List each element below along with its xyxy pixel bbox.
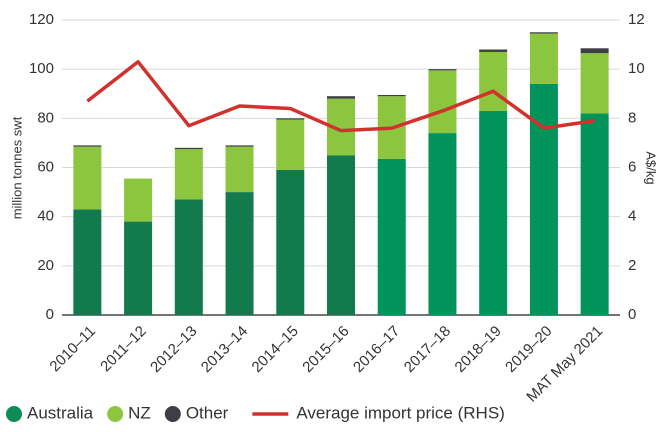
bar-segment <box>73 146 102 210</box>
x-tick-label: 2018–19 <box>451 323 504 376</box>
legend-label: Average import price (RHS) <box>296 403 504 422</box>
bar-segment <box>174 147 203 150</box>
bar-segment <box>225 145 254 147</box>
x-tick-label: 2013–14 <box>198 323 251 376</box>
bar-segment <box>377 94 406 97</box>
bar-segment <box>580 48 609 54</box>
y2-tick-label: 2 <box>628 257 636 274</box>
bar-segment <box>529 83 558 316</box>
y2-tick-label: 10 <box>628 60 645 77</box>
bar-segment <box>529 33 558 84</box>
y-axis-label: million tonnes swt <box>9 116 24 219</box>
bar-segment <box>73 209 102 315</box>
y2-tick-label: 12 <box>628 11 645 28</box>
x-tick-label: 2014–15 <box>249 323 302 376</box>
y-tick-label: 80 <box>37 109 54 126</box>
bar-segment <box>225 146 254 193</box>
x-tick-label: 2015–16 <box>299 323 352 376</box>
bar-segment <box>124 221 153 315</box>
legend-label: Australia <box>27 403 94 422</box>
y-tick-label: 120 <box>29 11 54 28</box>
bar-segment <box>327 155 355 315</box>
y-tick-label: 100 <box>29 60 54 77</box>
x-tick-label: 2011–12 <box>97 323 150 376</box>
bar-segment <box>428 69 457 71</box>
legend-label: NZ <box>128 403 151 422</box>
bar-segment <box>377 158 406 315</box>
y-tick-label: 20 <box>37 257 54 274</box>
price-line <box>86 60 595 133</box>
bar-segment <box>479 110 508 315</box>
y-tick-label: 0 <box>46 306 54 323</box>
bar-segment <box>529 32 558 34</box>
bar-segment <box>580 53 609 114</box>
y2-tick-label: 0 <box>628 306 636 323</box>
bar-segment <box>327 96 355 99</box>
bar-segment <box>479 51 508 111</box>
bar-segment <box>225 192 254 315</box>
bar-segment <box>276 169 305 315</box>
y2-tick-label: 4 <box>628 208 636 225</box>
x-tick-label: 2010–11 <box>46 323 99 376</box>
bar-segment <box>580 113 609 316</box>
bar-segment <box>73 145 102 147</box>
legend-label: Other <box>186 403 229 422</box>
bar-segment <box>479 49 508 52</box>
bar-segment <box>428 133 457 315</box>
x-tick-label: 2017–18 <box>401 323 454 376</box>
bar-segment <box>174 149 203 200</box>
y-tick-label: 60 <box>37 158 54 175</box>
bar-segment <box>276 119 305 170</box>
x-tick-label: 2016–17 <box>350 323 403 376</box>
legend-swatch <box>164 406 181 422</box>
y2-tick-label: 6 <box>628 158 636 175</box>
y2-axis-label: A$/kg <box>644 151 659 184</box>
bar-segment <box>276 118 305 120</box>
x-tick-label: 2012–13 <box>147 323 200 376</box>
bar-segment <box>428 70 457 134</box>
y-tick-label: 40 <box>37 208 54 225</box>
bar-segment <box>124 178 153 222</box>
legend-swatch <box>6 406 22 422</box>
legend-swatch <box>107 406 124 422</box>
y2-tick-label: 8 <box>628 109 636 126</box>
bar-segment <box>174 199 203 315</box>
